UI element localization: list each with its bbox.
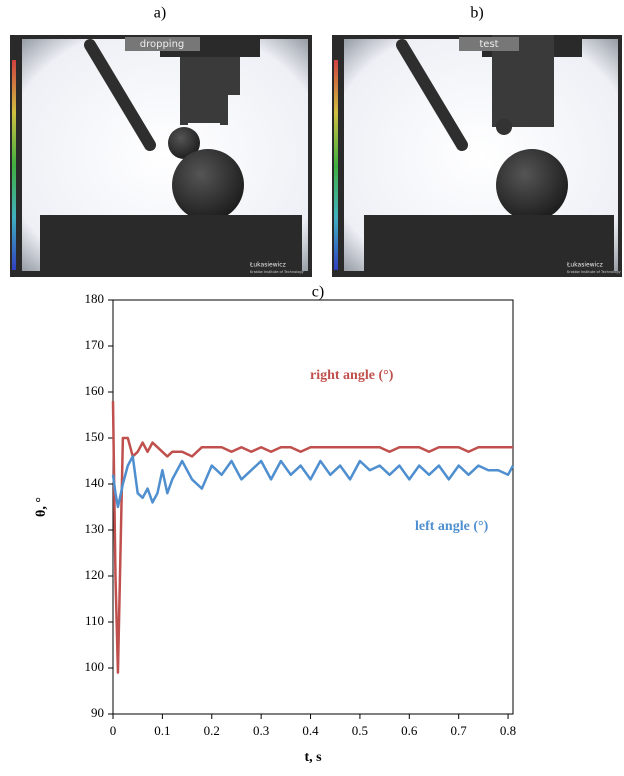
x-tick-label: 0.5 <box>352 723 368 738</box>
y-tick-label: 100 <box>85 659 105 674</box>
x-tick-label: 0 <box>110 723 117 738</box>
y-tick-label: 110 <box>85 613 104 628</box>
x-tick-label: 0.6 <box>401 723 418 738</box>
y-tick-label: 180 <box>85 291 105 306</box>
logo-sub: Kraków Institute of Technology <box>567 270 621 274</box>
photo-caption: dropping <box>140 39 185 50</box>
panel-label: c) <box>312 284 324 301</box>
y-tick-label: 130 <box>85 521 105 536</box>
logo: Łukasiewicz <box>249 262 286 269</box>
series-line <box>111 455 515 509</box>
y-tick-label: 160 <box>85 383 105 398</box>
x-tick-label: 0.4 <box>302 723 319 738</box>
x-tick-label: 0.2 <box>204 723 220 738</box>
y-tick-label: 170 <box>85 337 105 352</box>
y-tick-label: 120 <box>85 567 105 582</box>
series-line <box>111 401 513 674</box>
series-label: right angle (°) <box>310 368 394 383</box>
x-axis-label: t, s <box>304 750 322 765</box>
y-axis-label: θ, ° <box>34 497 49 517</box>
x-tick-label: 0.8 <box>500 723 516 738</box>
series-label: left angle (°) <box>415 519 489 534</box>
logo: Łukasiewicz <box>566 262 603 269</box>
plot-frame <box>112 299 514 715</box>
x-tick-label: 0.7 <box>451 723 468 738</box>
panel-label: b) <box>470 5 483 22</box>
y-tick-label: 140 <box>85 475 105 490</box>
y-tick-label: 90 <box>91 705 104 720</box>
x-tick-label: 0.1 <box>154 723 170 738</box>
x-tick-label: 0.3 <box>253 723 269 738</box>
logo-sub: Kraków Institute of Technology <box>250 270 304 274</box>
panel-label: a) <box>154 5 166 22</box>
y-tick-label: 150 <box>85 429 105 444</box>
photo: dropping Łukasiewicz Kraków Institute of… <box>10 35 312 277</box>
photo: test Łukasiewicz Kraków Institute of Tec… <box>332 35 622 277</box>
chart: 90 100 110 120 130 140 150 160 170 180 0 0.1 0.2 0.3 0… <box>34 291 516 765</box>
photo-caption: test <box>479 39 498 50</box>
